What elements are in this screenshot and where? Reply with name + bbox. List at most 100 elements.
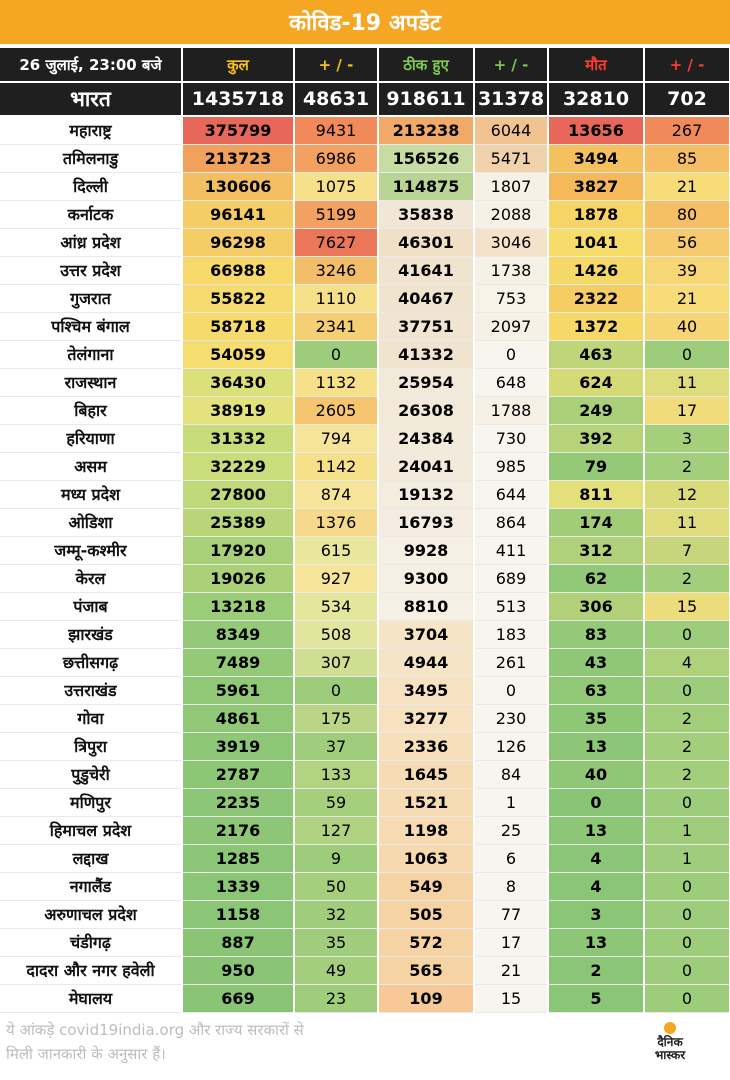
recovered-change-cell: 689	[474, 564, 549, 593]
total-cell: 36430	[182, 368, 295, 397]
state-name: मणिपुर	[0, 788, 183, 817]
total-change-cell: 35	[294, 928, 379, 957]
state-name: तेलंगाना	[0, 340, 183, 369]
total-cell: 96298	[182, 228, 295, 257]
state-name: त्रिपुरा	[0, 732, 183, 761]
total-cell: 1285	[182, 844, 295, 873]
total-cell: 3919	[182, 732, 295, 761]
total-change-cell: 32	[294, 900, 379, 929]
recovered-cell: 35838	[378, 200, 475, 229]
date-header: 26 जुलाई, 23:00 बजे	[0, 48, 183, 83]
source-note: ये आंकड़े covid19india.org और राज्य सरका…	[6, 1018, 396, 1066]
total-change-cell: 9	[294, 844, 379, 873]
sun-dot-icon	[664, 1022, 676, 1034]
table-row: त्रिपुरा 3919 37 2336 126 13 2	[0, 732, 730, 761]
state-name: राजस्थान	[0, 368, 183, 397]
deaths-cell: 249	[548, 396, 645, 425]
deaths-change-cell: 3	[644, 424, 730, 453]
total-change-cell: 874	[294, 480, 379, 509]
table-row: उत्तर प्रदेश 66988 3246 41641 1738 1426 39	[0, 256, 730, 285]
state-name: अरुणाचल प्रदेश	[0, 900, 183, 929]
total-cell: 375799	[182, 116, 295, 145]
total-cell: 950	[182, 956, 295, 985]
recovered-change-cell: 864	[474, 508, 549, 537]
total-change-cell: 50	[294, 872, 379, 901]
recovered-change-cell: 2088	[474, 200, 549, 229]
total-change-cell: 927	[294, 564, 379, 593]
total-cell: 32229	[182, 452, 295, 481]
recovered-change-cell: 2097	[474, 312, 549, 341]
total-header: कुल	[182, 48, 295, 83]
total-change-cell: 3246	[294, 256, 379, 285]
deaths-change-cell: 15	[644, 592, 730, 621]
table-row: मेघालय 669 23 109 15 5 0	[0, 984, 730, 1013]
state-name: पश्चिम बंगाल	[0, 312, 183, 341]
state-name: उत्तर प्रदेश	[0, 256, 183, 285]
state-name: केरल	[0, 564, 183, 593]
table-row: झारखंड 8349 508 3704 183 83 0	[0, 620, 730, 649]
table-row: राजस्थान 36430 1132 25954 648 624 11	[0, 368, 730, 397]
table-row: पश्चिम बंगाल 58718 2341 37751 2097 1372 40	[0, 312, 730, 341]
total-cell: 130606	[182, 172, 295, 201]
deaths-cell: 1372	[548, 312, 645, 341]
state-name: गुजरात	[0, 284, 183, 313]
table-row: गोवा 4861 175 3277 230 35 2	[0, 704, 730, 733]
state-name: गोवा	[0, 704, 183, 733]
deaths-change-cell: 1	[644, 816, 730, 845]
total-change-cell: 7627	[294, 228, 379, 257]
recovered-change-cell: 1807	[474, 172, 549, 201]
recovered-cell: 41332	[378, 340, 475, 369]
recovered-cell: 16793	[378, 508, 475, 537]
national-total-change: 48631	[294, 82, 379, 117]
total-cell: 7489	[182, 648, 295, 677]
table-row: केरल 19026 927 9300 689 62 2	[0, 564, 730, 593]
recovered-change-cell: 648	[474, 368, 549, 397]
deaths-header: मौत	[548, 48, 645, 83]
deaths-cell: 13	[548, 816, 645, 845]
deaths-change-cell: 267	[644, 116, 730, 145]
deaths-change-cell: 17	[644, 396, 730, 425]
table-row: तमिलनाडु 213723 6986 156526 5471 3494 85	[0, 144, 730, 173]
recovered-cell: 109	[378, 984, 475, 1013]
state-name: दिल्ली	[0, 172, 183, 201]
recovered-change-cell: 1	[474, 788, 549, 817]
total-cell: 669	[182, 984, 295, 1013]
deaths-change-cell: 0	[644, 900, 730, 929]
table-row: हरियाणा 31332 794 24384 730 392 3	[0, 424, 730, 453]
state-name: हिमाचल प्रदेश	[0, 816, 183, 845]
recovered-cell: 25954	[378, 368, 475, 397]
deaths-cell: 83	[548, 620, 645, 649]
deaths-change-cell: 0	[644, 928, 730, 957]
deaths-change-cell: 40	[644, 312, 730, 341]
table-row: महाराष्ट्र 375799 9431 213238 6044 13656 267	[0, 116, 730, 145]
deaths-change-cell: 39	[644, 256, 730, 285]
covid-table: 26 जुलाई, 23:00 बजे कुल + / - ठीक हुए + …	[0, 48, 730, 1013]
total-change-cell: 59	[294, 788, 379, 817]
deaths-change-cell: 0	[644, 788, 730, 817]
table-row: मध्य प्रदेश 27800 874 19132 644 811 12	[0, 480, 730, 509]
recovered-change-cell: 77	[474, 900, 549, 929]
recovered-change-cell: 261	[474, 648, 549, 677]
total-cell: 2176	[182, 816, 295, 845]
total-cell: 1339	[182, 872, 295, 901]
total-change-cell: 49	[294, 956, 379, 985]
table-row: पुडुचेरी 2787 133 1645 84 40 2	[0, 760, 730, 789]
recovered-change-cell: 513	[474, 592, 549, 621]
table-row: नगालैंड 1339 50 549 8 4 0	[0, 872, 730, 901]
total-cell: 4861	[182, 704, 295, 733]
deaths-change-cell: 7	[644, 536, 730, 565]
recovered-change-cell: 644	[474, 480, 549, 509]
deaths-change-cell: 2	[644, 732, 730, 761]
total-cell: 55822	[182, 284, 295, 313]
deaths-change-cell: 2	[644, 760, 730, 789]
deaths-change-cell: 11	[644, 368, 730, 397]
recovered-cell: 24041	[378, 452, 475, 481]
national-recovered: 918611	[378, 82, 475, 117]
state-name: बिहार	[0, 396, 183, 425]
state-name: उत्तराखंड	[0, 676, 183, 705]
table-row: गुजरात 55822 1110 40467 753 2322 21	[0, 284, 730, 313]
deaths-cell: 463	[548, 340, 645, 369]
logo-line-1: दैनिक	[657, 1035, 683, 1049]
title-bar: कोविड-19 अपडेट	[0, 0, 730, 44]
state-name: ओडिशा	[0, 508, 183, 537]
